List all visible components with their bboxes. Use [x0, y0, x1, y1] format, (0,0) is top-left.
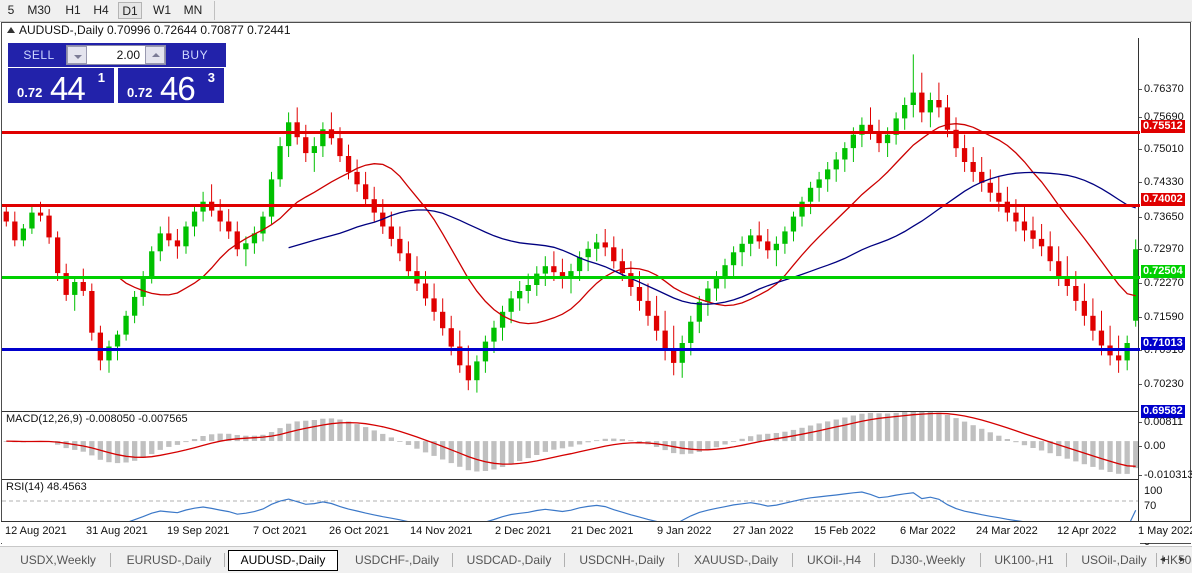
time-label: 12 Apr 2022 [1057, 525, 1117, 537]
macd-label: MACD(12,26,9) -0.008050 -0.007565 [6, 413, 188, 425]
timeframe-w1[interactable]: W1 [153, 3, 171, 17]
level-line-resistance-lower[interactable] [2, 204, 1140, 207]
chart-tab-usdcad-daily[interactable]: USDCAD-,Daily [466, 553, 552, 567]
volume-value: 2.00 [116, 48, 140, 62]
macd-chart-svg [3, 412, 1139, 474]
price-tick-label: 0.74330 [1144, 176, 1184, 188]
price-label-pivot: 0.72504 [1141, 265, 1185, 278]
tabs-scroll-left-icon[interactable]: ◂ [1160, 554, 1166, 565]
level-line-pivot[interactable] [2, 276, 1140, 279]
sell-price-fraction: 1 [97, 70, 105, 85]
price-chart-svg [3, 54, 1139, 393]
timeframe-toolbar: 5 M30 H1 H4 D1 W1 MN [0, 0, 1192, 22]
time-scale[interactable]: 12 Aug 2021 31 Aug 2021 19 Sep 2021 7 Oc… [1, 521, 1192, 543]
chart-tab-usdx-weekly[interactable]: USDX,Weekly [20, 553, 96, 567]
timeframe-m30[interactable]: M30 [27, 3, 51, 17]
volume-input[interactable]: 2.00 [66, 45, 166, 65]
time-label: 2 Dec 2021 [495, 525, 552, 537]
price-label-support-upper: 0.71013 [1141, 337, 1185, 350]
buy-price-fraction: 3 [207, 70, 215, 85]
price-tick-label: 0.70230 [1144, 378, 1184, 390]
time-label: 24 Mar 2022 [976, 525, 1038, 537]
chart-tab-usdchf-daily[interactable]: USDCHF-,Daily [355, 553, 439, 567]
page-title: AUDUSD-,Daily 0.70996 0.72644 0.70877 0.… [19, 23, 291, 37]
time-label: 19 Sep 2021 [167, 525, 230, 537]
chart-tab-xauusd-daily[interactable]: XAUUSD-,Daily [693, 553, 778, 567]
macd-tick-label: 0.00811 [1144, 416, 1183, 428]
level-line-support-upper[interactable] [2, 348, 1140, 351]
macd-tick-label: -0.010313 [1144, 469, 1192, 481]
chart-tab-usoil-daily[interactable]: USOil-,Daily [1081, 553, 1147, 567]
macd-pane[interactable]: MACD(12,26,9) -0.008050 -0.007565 [2, 411, 1140, 479]
chart-tab-uk100-h1[interactable]: UK100-,H1 [994, 553, 1054, 567]
chart-tab-usdcnh-daily[interactable]: USDCNH-,Daily [579, 553, 665, 567]
buy-button[interactable]: BUY [169, 46, 221, 64]
price-label-support-lower: 0.69582 [1141, 405, 1185, 418]
timeframe-h4[interactable]: H4 [93, 3, 109, 17]
chart-title-row: AUDUSD-,Daily 0.70996 0.72644 0.70877 0.… [2, 23, 1190, 38]
rsi-tick-label: 70 [1144, 500, 1157, 512]
sell-button[interactable]: SELL [13, 46, 65, 64]
price-tick-label: 0.73650 [1144, 211, 1184, 223]
one-click-trading-panel[interactable]: SELL 2.00 BUY 0.72 44 1 0.72 46 3 [8, 43, 226, 107]
timeframe-mn[interactable]: MN [183, 3, 203, 17]
tab-separator [874, 553, 875, 567]
tab-separator [452, 553, 453, 567]
sell-price-quote[interactable]: 0.72 44 1 [8, 68, 114, 107]
time-label: 15 Feb 2022 [814, 525, 876, 537]
time-label: 9 Jan 2022 [657, 525, 712, 537]
tab-separator [1066, 553, 1067, 567]
buy-price-prefix: 0.72 [127, 85, 153, 100]
chart-window: AUDUSD-,Daily 0.70996 0.72644 0.70877 0.… [1, 22, 1192, 548]
sell-price-big: 44 [50, 70, 86, 107]
buy-price-big: 46 [160, 70, 196, 107]
level-line-resistance-upper[interactable] [2, 131, 1140, 134]
price-tick-label: 0.72970 [1144, 243, 1184, 255]
chart-tab-dj30-weekly[interactable]: DJ30-,Weekly [890, 553, 966, 567]
time-label: 31 Aug 2021 [86, 525, 148, 537]
chart-tab-eurusd-daily[interactable]: EURUSD-,Daily [126, 553, 212, 567]
chart-tab-audusd-daily[interactable]: AUDUSD-,Daily [228, 550, 338, 571]
price-tick-label: 0.76370 [1144, 83, 1184, 95]
time-label: 1 May 2022 [1138, 525, 1192, 537]
time-label: 6 Mar 2022 [900, 525, 956, 537]
time-label: 7 Oct 2021 [253, 525, 307, 537]
rsi-label: RSI(14) 48.4563 [6, 481, 87, 493]
collapse-triangle-icon[interactable] [7, 27, 15, 33]
tab-separator [1156, 553, 1157, 567]
tab-separator [564, 553, 565, 567]
price-tick-label: 0.75010 [1144, 143, 1184, 155]
tab-separator [678, 553, 679, 567]
timeframe-d1[interactable]: D1 [118, 2, 142, 19]
price-tick-label: 0.72270 [1144, 277, 1184, 289]
toolbar-separator [214, 1, 215, 20]
price-label-resistance-lower: 0.74002 [1141, 193, 1185, 206]
timeframe-h1[interactable]: H1 [65, 3, 81, 17]
volume-decrement-button[interactable] [67, 46, 87, 64]
price-scale[interactable]: 0.76370 0.75690 0.75010 0.74330 0.73650 … [1138, 38, 1192, 548]
tabs-scroll-right-icon[interactable]: ▸ [1180, 554, 1186, 565]
rsi-tick-label: 100 [1144, 485, 1163, 497]
time-label: 27 Jan 2022 [733, 525, 794, 537]
time-label: 14 Nov 2021 [410, 525, 473, 537]
macd-tick-label: 0.00 [1144, 440, 1166, 452]
time-label: 21 Dec 2021 [571, 525, 634, 537]
tab-separator [980, 553, 981, 567]
price-tick-label: 0.71590 [1144, 311, 1184, 323]
chart-tab-ukoil-h4[interactable]: UKOil-,H4 [806, 553, 861, 567]
chart-tab-hk50[interactable]: HK50-, [1161, 553, 1192, 567]
tab-separator [110, 553, 111, 567]
price-label-resistance-upper: 0.75512 [1141, 120, 1185, 133]
tab-separator [224, 553, 225, 567]
time-label: 12 Aug 2021 [5, 525, 67, 537]
tab-separator [792, 553, 793, 567]
chart-tab-bar: USDX,Weekly EURUSD-,Daily AUDUSD-,Daily … [0, 546, 1192, 573]
volume-increment-button[interactable] [145, 46, 165, 64]
buy-price-quote[interactable]: 0.72 46 3 [118, 68, 224, 107]
timeframe-m5[interactable]: 5 [7, 3, 15, 17]
time-label: 26 Oct 2021 [329, 525, 389, 537]
sell-price-prefix: 0.72 [17, 85, 43, 100]
